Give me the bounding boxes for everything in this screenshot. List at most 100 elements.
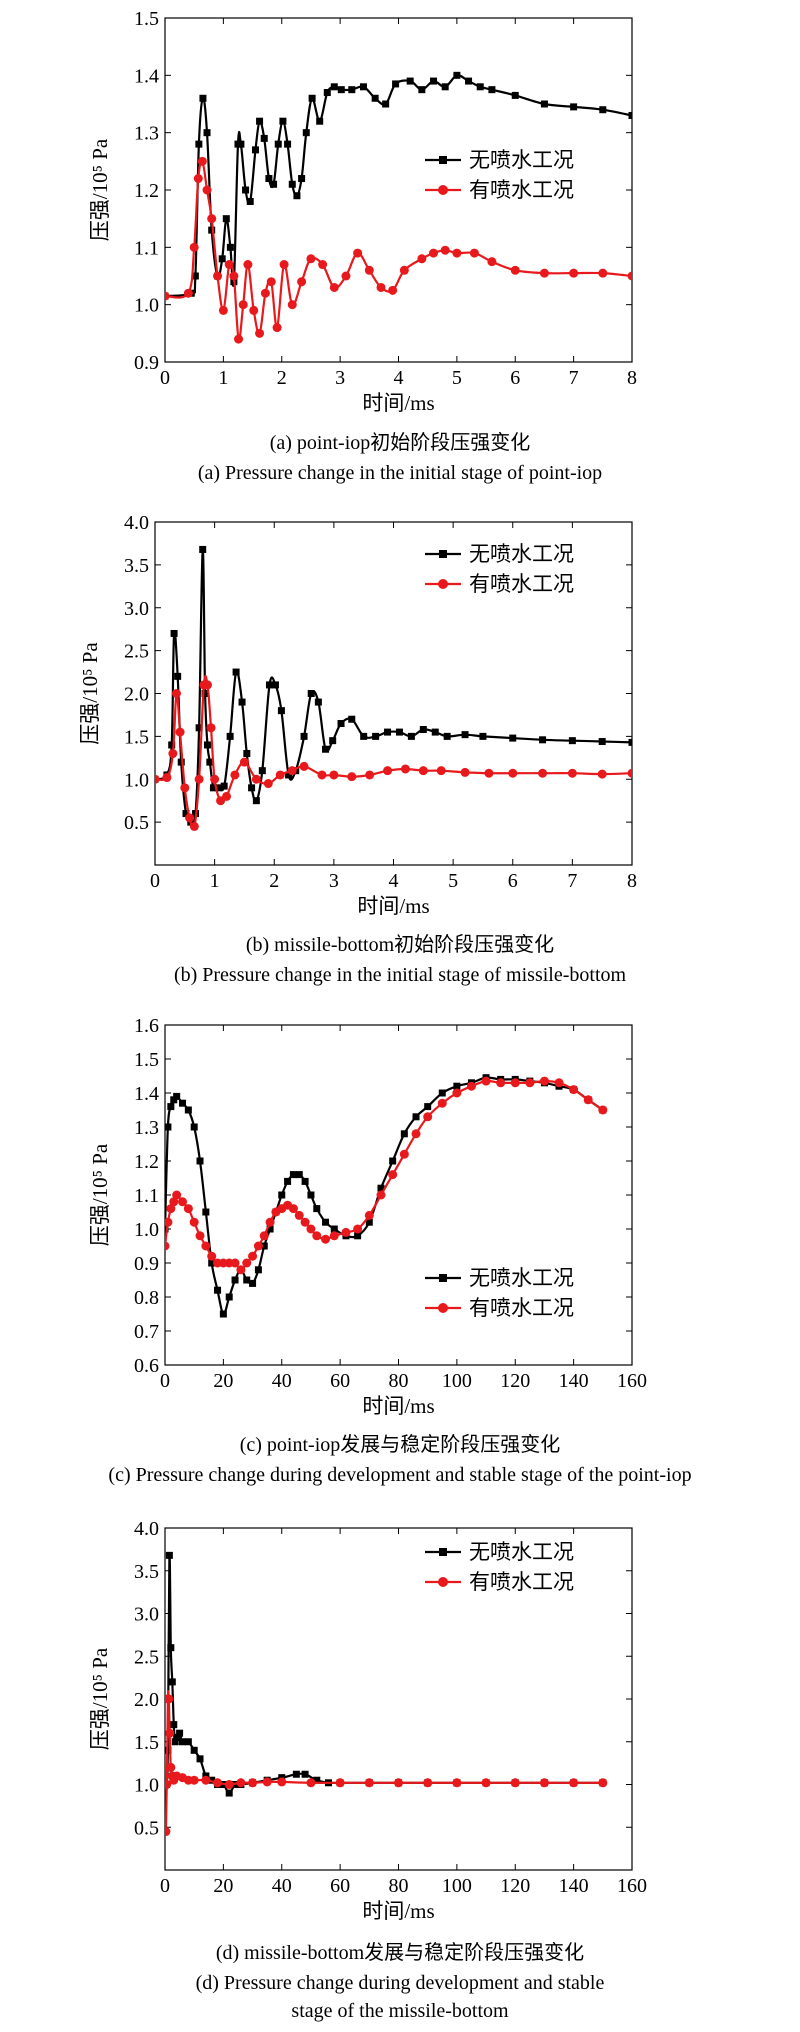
legend-label: 有喷水工况 <box>469 1570 574 1594</box>
y-axis-label: 压强/10⁵ Pa <box>88 138 112 241</box>
y-tick-label: 2.0 <box>134 1689 159 1711</box>
data-point <box>476 83 484 91</box>
data-point <box>488 86 496 94</box>
x-tick-label: 1 <box>210 870 220 892</box>
panel-b: 0 1 2 3 4 5 6 7 8 0.5 1.0 1.5 2.0 2.5 3.0 3.5 4.0 时间/ms 压强… <box>0 492 800 1000</box>
data-point <box>172 1190 182 1200</box>
data-point <box>248 1778 258 1788</box>
x-tick-label: 6 <box>510 367 520 389</box>
data-point <box>238 300 248 310</box>
data-point <box>208 226 216 234</box>
series-no-spray <box>165 71 632 300</box>
data-point <box>394 1778 403 1788</box>
y-tick-label: 1.0 <box>134 295 159 317</box>
x-tick-label: 4 <box>394 367 404 389</box>
x-tick-label: 80 <box>389 1370 409 1392</box>
x-axis-label: 时间/ms <box>362 391 434 415</box>
data-point <box>218 305 228 315</box>
data-point <box>287 300 297 310</box>
data-point <box>583 1095 593 1105</box>
y-tick-label: 1.5 <box>134 1732 159 1754</box>
data-point <box>318 260 328 270</box>
legend-marker <box>438 1577 448 1587</box>
data-point <box>230 770 240 780</box>
data-point <box>598 1105 608 1115</box>
data-point <box>437 1098 447 1108</box>
data-point <box>525 1078 535 1088</box>
y-tick-label: 3.0 <box>134 1604 159 1626</box>
data-point <box>598 738 606 746</box>
data-point <box>277 1777 287 1787</box>
data-point <box>570 103 578 111</box>
data-point <box>239 757 249 767</box>
data-point <box>214 1286 222 1294</box>
y-axis-label: 压强/10⁵ Pa <box>88 1143 112 1246</box>
data-point <box>348 86 356 94</box>
data-point <box>469 248 479 258</box>
y-tick-label: 1.0 <box>134 1775 159 1797</box>
legend-marker <box>438 1303 448 1313</box>
data-point <box>208 1259 216 1267</box>
caption-c-en: (c) Pressure change during development a… <box>108 1464 692 1486</box>
x-tick-label: 8 <box>627 367 637 389</box>
data-point <box>248 1251 258 1261</box>
caption-a-cn: (a) point-iop初始阶段压强变化 <box>269 432 531 454</box>
data-point <box>569 1085 579 1095</box>
y-tick-label: 1.0 <box>124 769 149 791</box>
data-point <box>443 732 451 740</box>
data-point <box>389 1157 397 1165</box>
data-point <box>222 215 230 223</box>
y-tick-label: 1.0 <box>134 1219 159 1241</box>
data-point <box>466 1081 476 1091</box>
data-point <box>189 1775 199 1785</box>
data-point <box>220 782 228 790</box>
x-tick-label: 140 <box>559 1875 589 1897</box>
y-tick-label: 0.8 <box>134 1287 159 1309</box>
data-point <box>208 1776 216 1784</box>
x-tick-label: 2 <box>277 367 287 389</box>
data-point <box>165 1827 171 1837</box>
x-tick-label: 0 <box>160 367 170 389</box>
x-tick-label: 160 <box>617 1875 647 1897</box>
data-point <box>246 197 254 205</box>
y-tick-label: 0.5 <box>124 812 149 834</box>
data-point <box>213 1778 223 1788</box>
x-tick-label: 4 <box>389 870 399 892</box>
data-point <box>180 783 190 793</box>
data-point <box>395 728 403 736</box>
data-point <box>279 117 287 125</box>
data-point <box>628 111 632 119</box>
data-point <box>219 1310 227 1318</box>
data-point <box>236 1265 246 1275</box>
data-point <box>509 734 517 742</box>
x-tick-label: 7 <box>567 870 577 892</box>
data-point <box>266 1225 274 1233</box>
data-point <box>203 741 211 749</box>
data-point <box>287 766 297 776</box>
data-point <box>237 140 245 148</box>
data-point <box>399 1149 409 1159</box>
data-point <box>479 732 487 740</box>
x-tick-label: 120 <box>500 1370 530 1392</box>
data-point <box>487 257 497 267</box>
data-point <box>175 727 185 737</box>
panel-a: 0 1 2 3 4 5 6 7 8 0.9 1.0 1.1 1.2 1.3 1.4 1.5 时间/ms 压强/10… <box>0 0 800 492</box>
data-point <box>168 741 176 749</box>
legend-label: 有喷水工况 <box>469 178 574 202</box>
legend-marker <box>439 1274 447 1282</box>
data-point <box>271 681 279 689</box>
data-point <box>178 1197 188 1207</box>
data-point <box>292 1770 300 1778</box>
data-point <box>171 689 181 698</box>
data-point <box>297 277 307 287</box>
data-point <box>265 1217 275 1227</box>
data-point <box>301 1770 309 1778</box>
y-tick-label: 2.0 <box>124 684 149 706</box>
x-axis-label: 时间/ms <box>357 894 429 918</box>
y-tick-label: 1.6 <box>134 1015 159 1037</box>
data-point <box>376 282 386 292</box>
data-point <box>193 174 203 184</box>
data-point <box>539 268 549 278</box>
data-point <box>182 810 190 818</box>
data-point <box>249 305 259 315</box>
